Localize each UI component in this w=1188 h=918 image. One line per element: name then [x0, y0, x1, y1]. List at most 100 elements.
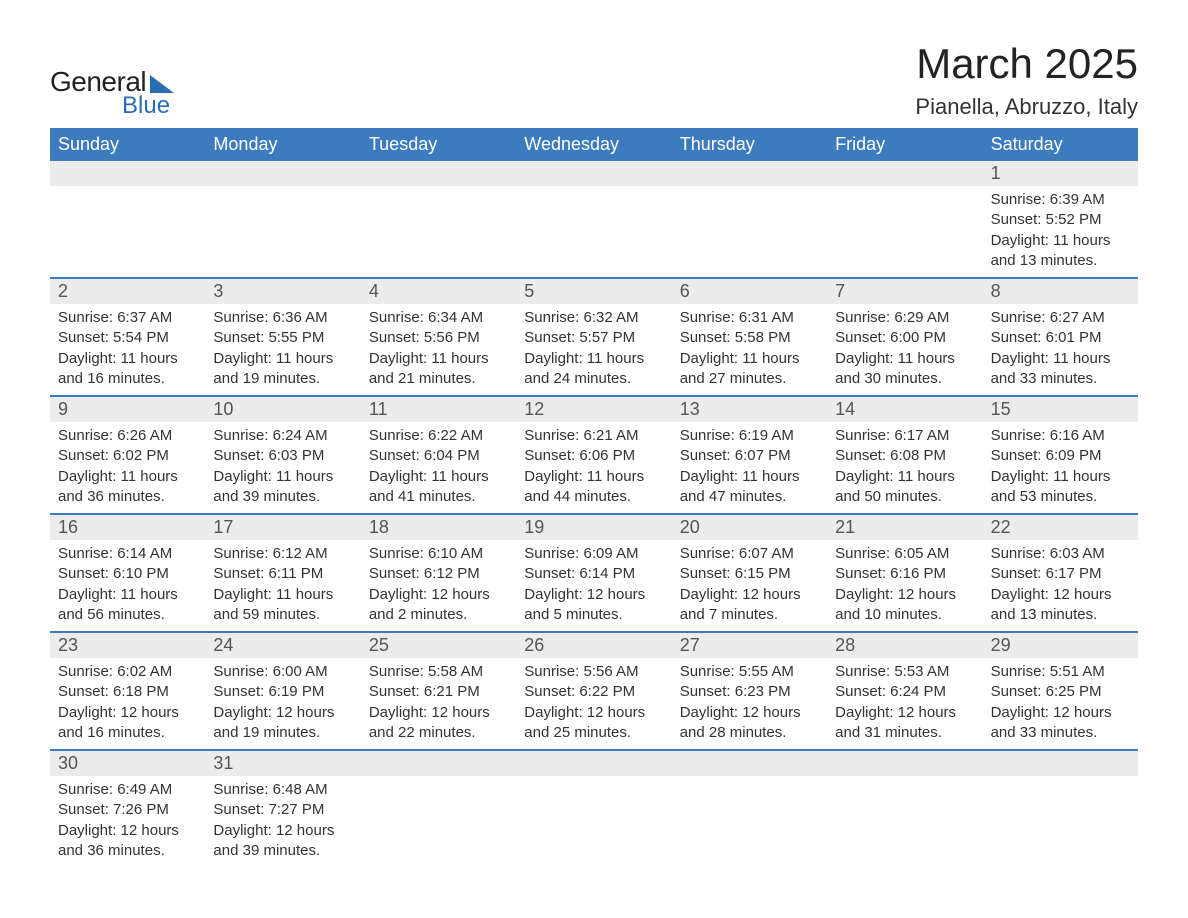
day-detail-line: Sunset: 5:52 PM [991, 210, 1130, 230]
day-detail-line: Sunset: 7:27 PM [213, 800, 352, 820]
day-detail-line: Sunset: 6:03 PM [213, 446, 352, 466]
day-detail-line: Sunset: 6:04 PM [369, 446, 508, 466]
day-number: 1 [983, 161, 1138, 186]
day-cell: Sunrise: 6:14 AMSunset: 6:10 PMDaylight:… [50, 540, 205, 631]
day-detail-line: Daylight: 12 hours and 7 minutes. [680, 585, 819, 626]
day-number [361, 161, 516, 186]
day-detail-line: Sunset: 6:17 PM [991, 564, 1130, 584]
day-of-week-header: Friday [827, 128, 982, 161]
title-block: March 2025 Pianella, Abruzzo, Italy [915, 40, 1138, 120]
day-detail-line: Sunrise: 6:49 AM [58, 780, 197, 800]
calendar-grid: SundayMondayTuesdayWednesdayThursdayFrid… [50, 128, 1138, 867]
day-detail-line: Sunrise: 6:10 AM [369, 544, 508, 564]
day-detail-line: Daylight: 12 hours and 2 minutes. [369, 585, 508, 626]
day-number: 2 [50, 277, 205, 304]
day-cell: Sunrise: 6:24 AMSunset: 6:03 PMDaylight:… [205, 422, 360, 513]
day-detail-line: Daylight: 12 hours and 5 minutes. [524, 585, 663, 626]
day-detail-line: Sunrise: 6:48 AM [213, 780, 352, 800]
day-cell: Sunrise: 6:12 AMSunset: 6:11 PMDaylight:… [205, 540, 360, 631]
day-number: 11 [361, 395, 516, 422]
day-cell: Sunrise: 6:36 AMSunset: 5:55 PMDaylight:… [205, 304, 360, 395]
day-number: 20 [672, 513, 827, 540]
day-detail-line: Sunset: 6:01 PM [991, 328, 1130, 348]
day-detail-line: Sunset: 5:58 PM [680, 328, 819, 348]
day-detail-line: Sunset: 6:10 PM [58, 564, 197, 584]
day-number [516, 749, 671, 776]
day-cell: Sunrise: 6:00 AMSunset: 6:19 PMDaylight:… [205, 658, 360, 749]
day-cell: Sunrise: 6:02 AMSunset: 6:18 PMDaylight:… [50, 658, 205, 749]
day-number: 15 [983, 395, 1138, 422]
day-detail-line: Daylight: 12 hours and 10 minutes. [835, 585, 974, 626]
day-cell: Sunrise: 6:32 AMSunset: 5:57 PMDaylight:… [516, 304, 671, 395]
day-detail-line: Sunset: 6:00 PM [835, 328, 974, 348]
day-detail-line: Sunset: 6:02 PM [58, 446, 197, 466]
day-detail-line: Sunrise: 6:24 AM [213, 426, 352, 446]
day-detail-line: Daylight: 11 hours and 53 minutes. [991, 467, 1130, 508]
day-detail-line: Sunrise: 6:21 AM [524, 426, 663, 446]
day-cell [205, 186, 360, 277]
day-detail-line: Sunrise: 6:03 AM [991, 544, 1130, 564]
day-detail-line: Daylight: 11 hours and 16 minutes. [58, 349, 197, 390]
day-detail-line: Sunrise: 5:53 AM [835, 662, 974, 682]
day-number: 4 [361, 277, 516, 304]
day-of-week-header: Wednesday [516, 128, 671, 161]
day-number [205, 161, 360, 186]
day-number: 6 [672, 277, 827, 304]
day-detail-line: Sunrise: 6:19 AM [680, 426, 819, 446]
day-cell [827, 776, 982, 867]
day-detail-line: Daylight: 12 hours and 22 minutes. [369, 703, 508, 744]
day-cell [672, 186, 827, 277]
day-detail-line: Sunset: 6:19 PM [213, 682, 352, 702]
day-cell: Sunrise: 6:48 AMSunset: 7:27 PMDaylight:… [205, 776, 360, 867]
day-cell [983, 776, 1138, 867]
day-cell: Sunrise: 6:21 AMSunset: 6:06 PMDaylight:… [516, 422, 671, 513]
day-detail-line: Sunrise: 5:51 AM [991, 662, 1130, 682]
day-number: 31 [205, 749, 360, 776]
day-detail-line: Daylight: 11 hours and 21 minutes. [369, 349, 508, 390]
day-number: 18 [361, 513, 516, 540]
day-detail-line: Daylight: 12 hours and 19 minutes. [213, 703, 352, 744]
day-cell [361, 776, 516, 867]
day-detail-line: Sunrise: 6:36 AM [213, 308, 352, 328]
day-cell: Sunrise: 6:05 AMSunset: 6:16 PMDaylight:… [827, 540, 982, 631]
day-number: 27 [672, 631, 827, 658]
day-number: 25 [361, 631, 516, 658]
day-detail-line: Sunset: 6:11 PM [213, 564, 352, 584]
day-number [983, 749, 1138, 776]
day-detail-line: Sunset: 6:07 PM [680, 446, 819, 466]
day-detail-line: Sunset: 5:57 PM [524, 328, 663, 348]
day-detail-line: Sunrise: 6:29 AM [835, 308, 974, 328]
day-detail-line: Sunset: 6:06 PM [524, 446, 663, 466]
day-detail-line: Sunrise: 5:55 AM [680, 662, 819, 682]
day-detail-line: Sunset: 6:14 PM [524, 564, 663, 584]
day-cell: Sunrise: 6:29 AMSunset: 6:00 PMDaylight:… [827, 304, 982, 395]
day-number: 24 [205, 631, 360, 658]
day-cell [50, 186, 205, 277]
day-number [672, 161, 827, 186]
day-detail-line: Sunrise: 6:31 AM [680, 308, 819, 328]
day-number [361, 749, 516, 776]
day-detail-line: Sunset: 6:09 PM [991, 446, 1130, 466]
day-number [516, 161, 671, 186]
day-number: 19 [516, 513, 671, 540]
month-title: March 2025 [915, 40, 1138, 88]
day-cell: Sunrise: 5:56 AMSunset: 6:22 PMDaylight:… [516, 658, 671, 749]
logo-word2: Blue [122, 92, 170, 120]
day-detail-line: Sunset: 6:21 PM [369, 682, 508, 702]
day-number: 26 [516, 631, 671, 658]
day-cell: Sunrise: 6:22 AMSunset: 6:04 PMDaylight:… [361, 422, 516, 513]
day-number: 17 [205, 513, 360, 540]
logo: General Blue [50, 66, 174, 120]
day-detail-line: Daylight: 12 hours and 13 minutes. [991, 585, 1130, 626]
day-detail-line: Daylight: 12 hours and 31 minutes. [835, 703, 974, 744]
day-detail-line: Sunrise: 6:27 AM [991, 308, 1130, 328]
day-detail-line: Sunrise: 6:16 AM [991, 426, 1130, 446]
day-detail-line: Daylight: 11 hours and 50 minutes. [835, 467, 974, 508]
day-number [827, 161, 982, 186]
day-detail-line: Sunset: 5:55 PM [213, 328, 352, 348]
day-detail-line: Sunrise: 6:12 AM [213, 544, 352, 564]
day-cell [827, 186, 982, 277]
day-detail-line: Daylight: 11 hours and 44 minutes. [524, 467, 663, 508]
day-detail-line: Daylight: 11 hours and 19 minutes. [213, 349, 352, 390]
day-number [50, 161, 205, 186]
